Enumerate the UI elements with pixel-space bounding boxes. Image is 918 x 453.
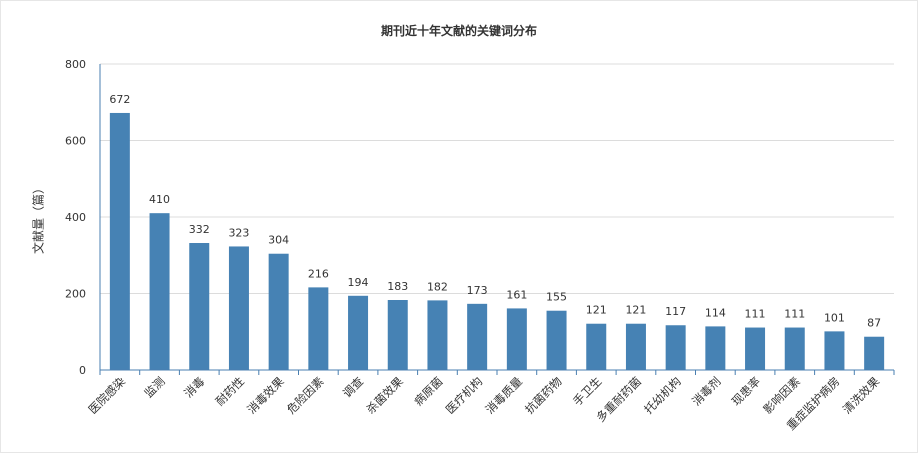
bar: [268, 253, 289, 370]
data-label: 304: [268, 234, 289, 247]
y-tick-label: 400: [65, 211, 86, 224]
x-tick-label: 危险因素: [284, 374, 326, 416]
y-tick-label: 600: [65, 135, 86, 148]
data-label: 332: [189, 223, 210, 236]
x-tick-label: 手卫生: [570, 374, 604, 408]
data-label: 114: [705, 306, 726, 319]
bar: [784, 327, 805, 370]
x-tick-label: 监测: [142, 374, 168, 400]
data-label: 101: [824, 311, 845, 324]
data-label: 183: [387, 280, 408, 293]
bar: [546, 310, 567, 370]
data-label: 410: [149, 193, 170, 206]
bar: [109, 112, 130, 371]
data-label: 155: [546, 291, 567, 304]
bar: [228, 246, 249, 370]
x-tick-label: 病原菌: [411, 374, 445, 408]
x-tick-label: 清洗效果: [840, 374, 883, 417]
x-tick-label: 医院感染: [86, 374, 129, 417]
data-label: 121: [625, 304, 646, 317]
x-tick-label: 消毒剂: [689, 374, 723, 408]
x-tick-label: 现患率: [729, 374, 763, 408]
data-label: 87: [867, 317, 881, 330]
bar: [387, 300, 408, 370]
data-label: 121: [586, 304, 607, 317]
x-tick-label: 医疗机构: [443, 374, 485, 416]
data-label: 323: [228, 226, 249, 239]
bar: [348, 295, 369, 370]
data-label: 194: [348, 276, 369, 289]
bar: [427, 300, 448, 370]
x-tick-label: 托幼机构: [641, 374, 683, 416]
bar: [586, 323, 607, 370]
data-label: 173: [467, 284, 488, 297]
data-label: 216: [308, 267, 329, 280]
bar: [705, 326, 726, 370]
chart-title: 期刊近十年文献的关键词分布: [380, 24, 537, 38]
bar: [308, 287, 329, 370]
data-label: 672: [109, 93, 130, 106]
x-tick-label: 耐药性: [213, 374, 247, 408]
bar: [506, 308, 527, 370]
x-tick-label: 消毒质量: [483, 374, 525, 416]
x-tick-label: 抗菌药物: [522, 374, 564, 416]
data-label: 111: [745, 308, 766, 321]
x-tick-label: 消毒: [181, 374, 208, 401]
bar: [665, 325, 686, 370]
bar: [189, 243, 210, 370]
y-tick-label: 200: [65, 288, 86, 301]
x-tick-label: 消毒效果: [244, 374, 287, 417]
y-tick-label: 0: [79, 364, 86, 377]
x-tick-label: 杀菌效果: [363, 374, 406, 417]
y-tick-label: 800: [65, 58, 86, 71]
data-label: 182: [427, 280, 448, 293]
bar: [824, 331, 845, 370]
data-label: 117: [665, 305, 686, 318]
bar: [745, 327, 766, 370]
data-label: 161: [506, 288, 527, 301]
bar: [149, 213, 170, 370]
data-label: 111: [784, 308, 805, 321]
bar: [467, 303, 488, 370]
x-tick-label: 调查: [340, 374, 367, 401]
bar: [625, 323, 646, 370]
bar: [864, 336, 885, 370]
